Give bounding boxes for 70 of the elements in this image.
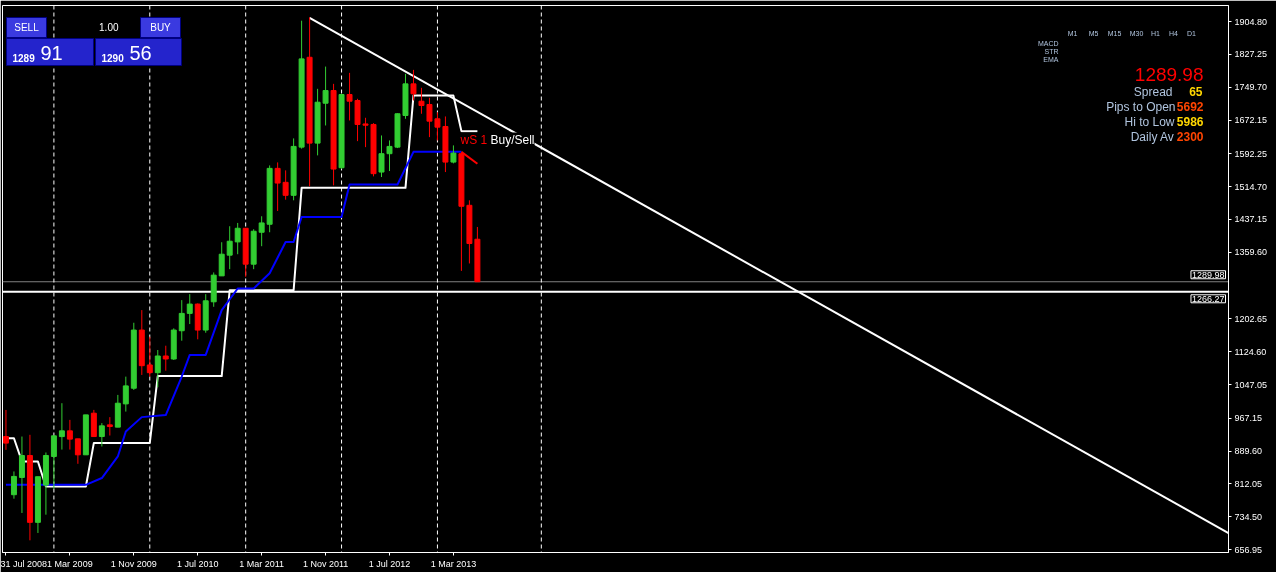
x-tick-label: 31 Jul 2008 [0,558,48,569]
annotation: Spread [1133,84,1173,99]
y-tick-label: 1749.70 [1234,82,1268,93]
annotation: Pips to Open [1106,99,1176,114]
candlestick [234,222,241,255]
annotation: 91 [40,41,63,64]
annotation: 5692 [1176,100,1204,114]
annotation: 56 [129,41,152,64]
candlestick [90,409,97,438]
candlestick [66,419,73,451]
candlestick [146,336,153,378]
annotation: BUY [150,22,172,33]
y-tick-label: 889.60 [1234,446,1263,457]
x-tick-label: 1 Nov 2009 [110,558,157,569]
y-tick-label: 1124.60 [1234,346,1267,357]
y-tick-label: 1904.80 [1234,16,1268,27]
candlestick [410,69,417,102]
annotation: SELL [14,22,40,33]
candlestick [18,436,25,514]
y-tick-label: 1672.15 [1234,115,1268,126]
annotation: wS 1 [459,132,488,147]
y-tick-label: 812.05 [1234,478,1263,489]
candlestick [178,299,185,342]
candlestick [10,470,17,500]
annotation: 1289.98 [1134,64,1204,85]
candlestick [98,422,105,447]
ref-line-label: 1289.98 [1191,269,1225,280]
candlestick [106,416,113,437]
candlestick [2,409,9,451]
annotation: 65 [1189,85,1203,99]
candlestick [154,349,161,388]
candlestick [274,161,281,212]
candlestick [50,435,57,490]
y-tick-label: 1827.25 [1234,49,1268,60]
candlestick [378,134,385,178]
candlestick [114,394,121,428]
candlestick [162,345,169,372]
x-tick-label: 1 Jul 2010 [176,558,219,569]
candlestick [282,169,289,201]
candlestick [122,376,129,413]
y-tick-label: 967.15 [1234,413,1263,424]
y-tick-label: 1047.05 [1234,379,1268,390]
x-tick-label: 1 Mar 2009 [47,558,93,569]
y-tick-label: 1514.70 [1234,181,1268,192]
candlestick [186,293,193,325]
ref-line-label: 1266.27 [1191,293,1225,304]
annotation: 1.00 [99,21,119,33]
annotation: Buy/Sell [490,132,535,147]
annotation: Hi to Low [1124,114,1175,129]
y-tick-label: 734.50 [1234,511,1263,522]
candlestick [218,241,225,277]
line-series [4,150,463,486]
candlestick [58,402,65,451]
x-tick-label: 1 Jul 2012 [368,558,411,569]
y-tick-label: 1592.25 [1234,148,1268,159]
annotation: 1290 [101,52,125,64]
annotation: Daily Av [1130,129,1174,144]
annotation: 2300 [1176,130,1204,144]
candlestick [258,215,265,247]
y-tick-label: 656.95 [1234,544,1263,555]
candlestick [226,225,233,270]
x-tick-label: 1 Mar 2013 [430,558,477,569]
x-tick-label: 1 Mar 2011 [239,558,285,569]
candlestick [74,438,81,465]
annotation: 1289 [12,52,36,64]
annotation: 5986 [1176,115,1204,129]
y-tick-label: 1359.60 [1234,247,1268,258]
y-tick-label: 1437.15 [1234,214,1268,225]
x-tick-label: 1 Nov 2011 [302,558,349,569]
y-tick-label: 1202.65 [1234,313,1268,324]
